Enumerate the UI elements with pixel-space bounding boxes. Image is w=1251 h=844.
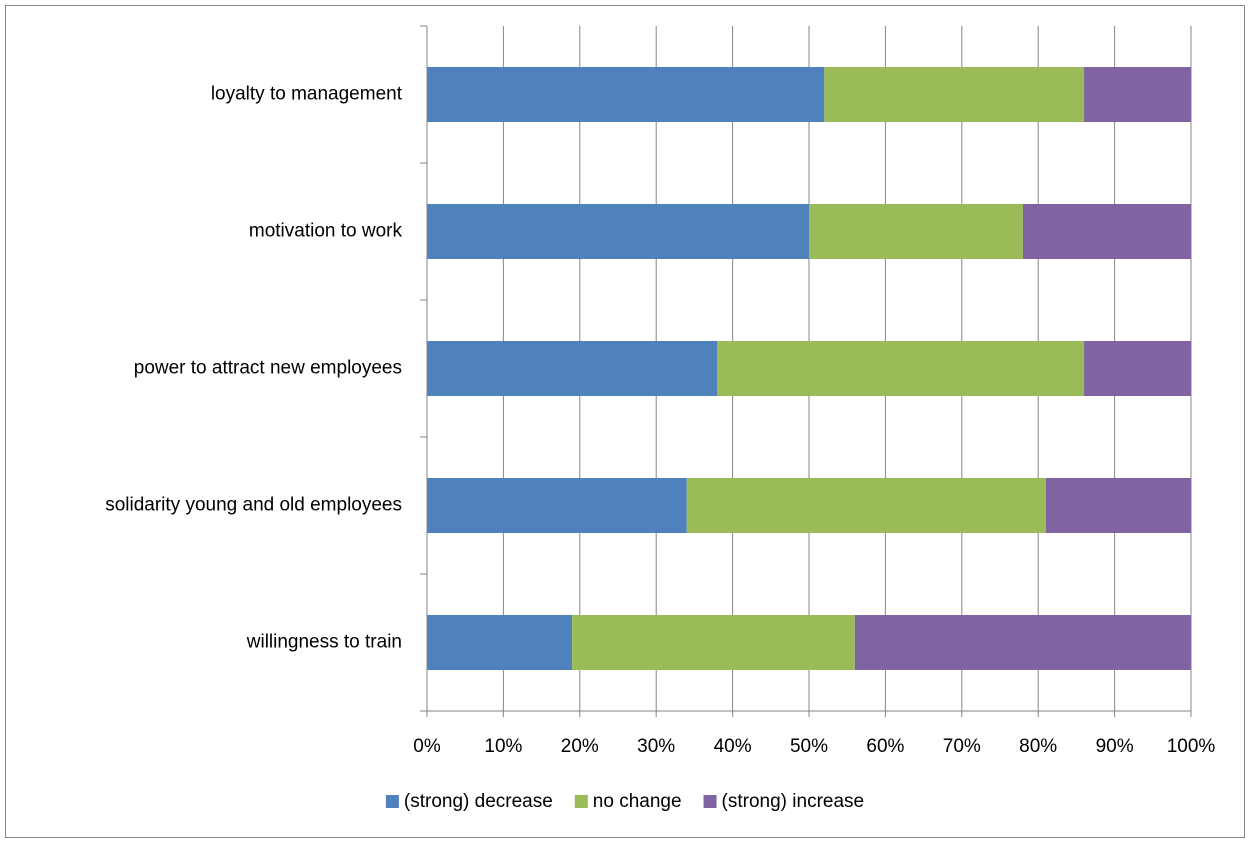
y-tick-label: motivation to work — [249, 221, 403, 242]
legend-label: (strong) decrease — [404, 791, 553, 812]
x-tick-label: 10% — [484, 736, 522, 757]
x-tick-label: 70% — [943, 736, 981, 757]
x-tick-label: 30% — [637, 736, 675, 757]
x-tick-label: 40% — [714, 736, 752, 757]
bar-segment — [1045, 478, 1191, 533]
x-tick-label: 50% — [790, 736, 828, 757]
bar-segment — [427, 67, 825, 122]
y-tick-label: power to attract new employees — [134, 358, 402, 379]
bar-segment — [427, 478, 687, 533]
bar-segment — [1084, 67, 1191, 122]
bar-segment — [854, 615, 1191, 670]
legend-swatch — [574, 795, 588, 808]
bar-segment — [427, 615, 573, 670]
bar-segment — [809, 204, 1023, 259]
bar-segment — [572, 615, 855, 670]
x-tick-label: 20% — [561, 736, 599, 757]
x-tick-label: 80% — [1019, 736, 1057, 757]
legend-label: no change — [593, 791, 682, 812]
bar-segment — [427, 204, 809, 259]
x-tick-label: 60% — [866, 736, 904, 757]
y-tick-label: willingness to train — [246, 632, 402, 653]
x-tick-label: 90% — [1096, 736, 1134, 757]
bar-segment — [686, 478, 1046, 533]
legend-swatch — [385, 795, 399, 808]
bar-segment — [1084, 341, 1191, 396]
bar-segment — [824, 67, 1085, 122]
bar-segment — [427, 341, 718, 396]
chart-border — [5, 5, 1245, 838]
x-tick-label: 0% — [413, 736, 441, 757]
legend-swatch — [703, 795, 717, 808]
legend-label: (strong) increase — [722, 791, 865, 812]
bar-segment — [1022, 204, 1191, 259]
x-tick-label: 100% — [1167, 736, 1216, 757]
bar-segment — [717, 341, 1085, 396]
y-tick-label: loyalty to management — [211, 84, 403, 105]
y-tick-label: solidarity young and old employees — [105, 495, 402, 516]
